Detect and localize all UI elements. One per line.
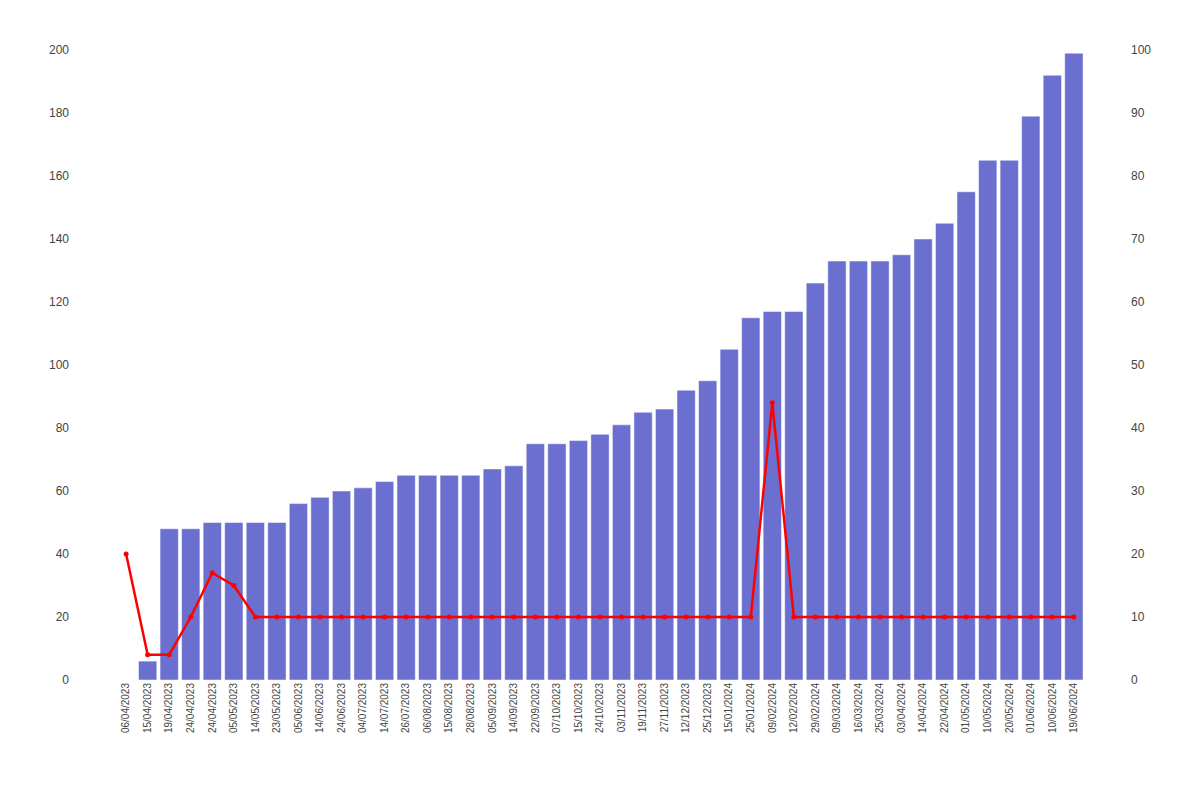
svg-text:03/11/2023: 03/11/2023: [616, 683, 627, 733]
svg-text:12/02/2024: 12/02/2024: [788, 683, 799, 733]
svg-text:40: 40: [56, 547, 70, 561]
svg-text:14/09/2023: 14/09/2023: [508, 683, 519, 733]
svg-text:01/06/2024: 01/06/2024: [1025, 683, 1036, 733]
svg-text:90: 90: [1131, 106, 1145, 120]
svg-text:19/04/2023: 19/04/2023: [163, 683, 174, 733]
svg-text:01/05/2024: 01/05/2024: [960, 683, 971, 733]
svg-text:200: 200: [49, 43, 69, 57]
svg-text:07/10/2023: 07/10/2023: [551, 683, 562, 733]
svg-text:16/03/2024: 16/03/2024: [853, 683, 864, 733]
svg-text:05/06/2023: 05/06/2023: [293, 683, 304, 733]
svg-text:80: 80: [1131, 169, 1145, 183]
svg-text:20/05/2024: 20/05/2024: [1004, 683, 1015, 733]
svg-text:140: 140: [49, 232, 69, 246]
svg-text:40: 40: [1131, 421, 1145, 435]
svg-text:09/03/2024: 09/03/2024: [831, 683, 842, 733]
svg-text:14/06/2023: 14/06/2023: [314, 683, 325, 733]
svg-text:120: 120: [49, 295, 69, 309]
svg-text:24/04/2023: 24/04/2023: [185, 683, 196, 733]
svg-text:19/06/2024: 19/06/2024: [1068, 683, 1079, 733]
svg-text:80: 80: [56, 421, 70, 435]
svg-text:25/01/2024: 25/01/2024: [745, 683, 756, 733]
svg-text:14/04/2024: 14/04/2024: [917, 683, 928, 733]
svg-text:15/10/2023: 15/10/2023: [573, 683, 584, 733]
svg-text:05/05/2023: 05/05/2023: [228, 683, 239, 733]
svg-text:28/08/2023: 28/08/2023: [465, 683, 476, 733]
svg-text:0: 0: [1131, 673, 1138, 687]
svg-text:26/07/2023: 26/07/2023: [400, 683, 411, 733]
svg-text:15/08/2023: 15/08/2023: [443, 683, 454, 733]
svg-text:20: 20: [56, 610, 70, 624]
svg-text:22/09/2023: 22/09/2023: [530, 683, 541, 733]
svg-text:180: 180: [49, 106, 69, 120]
svg-text:0: 0: [62, 673, 69, 687]
svg-text:03/04/2024: 03/04/2024: [896, 683, 907, 733]
svg-text:05/09/2023: 05/09/2023: [487, 683, 498, 733]
svg-text:10/06/2024: 10/06/2024: [1047, 683, 1058, 733]
svg-text:10/05/2024: 10/05/2024: [982, 683, 993, 733]
svg-text:14/07/2023: 14/07/2023: [379, 683, 390, 733]
svg-text:06/08/2023: 06/08/2023: [422, 683, 433, 733]
svg-text:24/10/2023: 24/10/2023: [594, 683, 605, 733]
svg-text:14/05/2023: 14/05/2023: [250, 683, 261, 733]
svg-text:25/03/2024: 25/03/2024: [874, 683, 885, 733]
svg-text:04/07/2023: 04/07/2023: [357, 683, 368, 733]
svg-text:50: 50: [1131, 358, 1145, 372]
svg-text:06/04/2023: 06/04/2023: [120, 683, 131, 733]
svg-text:10: 10: [1131, 610, 1145, 624]
svg-text:24/06/2023: 24/06/2023: [336, 683, 347, 733]
svg-text:15/01/2024: 15/01/2024: [723, 683, 734, 733]
svg-text:160: 160: [49, 169, 69, 183]
svg-text:100: 100: [49, 358, 69, 372]
svg-text:19/11/2023: 19/11/2023: [637, 683, 648, 733]
svg-text:70: 70: [1131, 232, 1145, 246]
svg-text:09/02/2024: 09/02/2024: [767, 683, 778, 733]
svg-text:60: 60: [56, 484, 70, 498]
svg-text:24/04/2023: 24/04/2023: [207, 683, 218, 733]
svg-text:60: 60: [1131, 295, 1145, 309]
svg-text:27/11/2023: 27/11/2023: [659, 683, 670, 733]
svg-text:100: 100: [1131, 43, 1151, 57]
svg-text:15/04/2023: 15/04/2023: [142, 683, 153, 733]
svg-text:20: 20: [1131, 547, 1145, 561]
svg-text:30: 30: [1131, 484, 1145, 498]
svg-text:22/04/2024: 22/04/2024: [939, 683, 950, 733]
svg-text:12/12/2023: 12/12/2023: [680, 683, 691, 733]
svg-text:23/05/2023: 23/05/2023: [271, 683, 282, 733]
svg-text:29/02/2024: 29/02/2024: [810, 683, 821, 733]
svg-text:25/12/2023: 25/12/2023: [702, 683, 713, 733]
